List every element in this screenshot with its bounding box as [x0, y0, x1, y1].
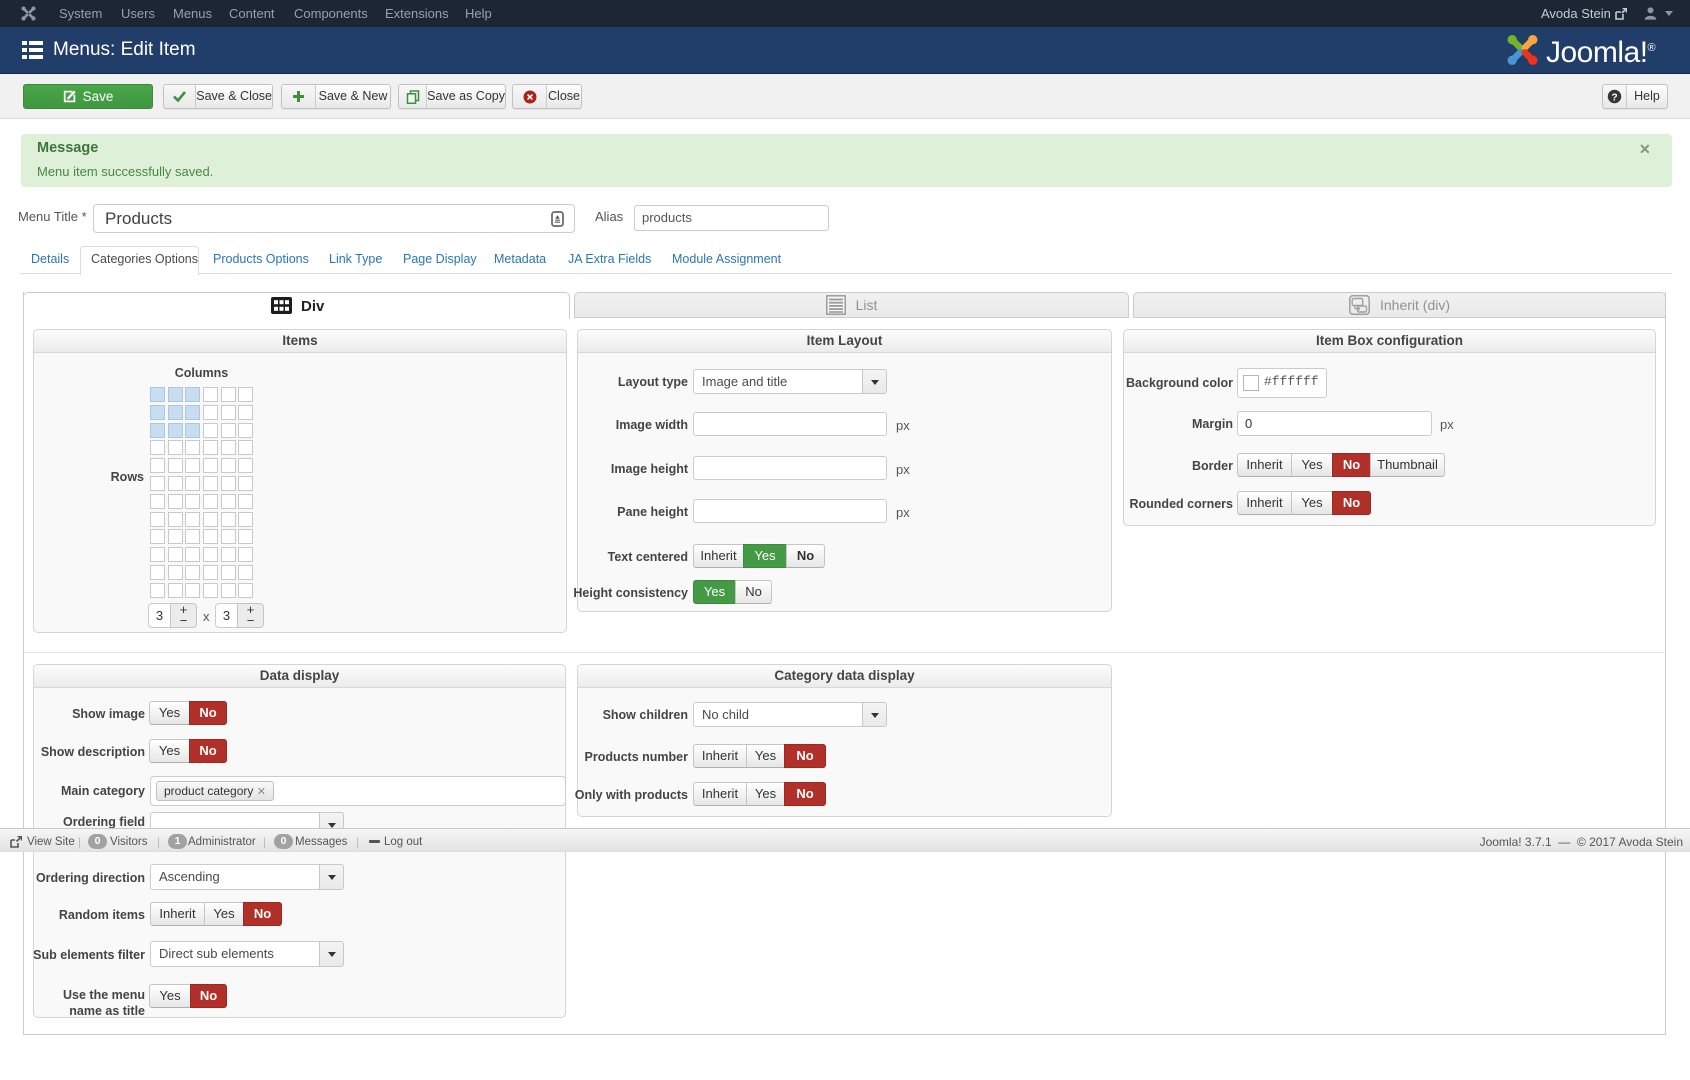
- svg-text:?: ?: [1611, 92, 1617, 103]
